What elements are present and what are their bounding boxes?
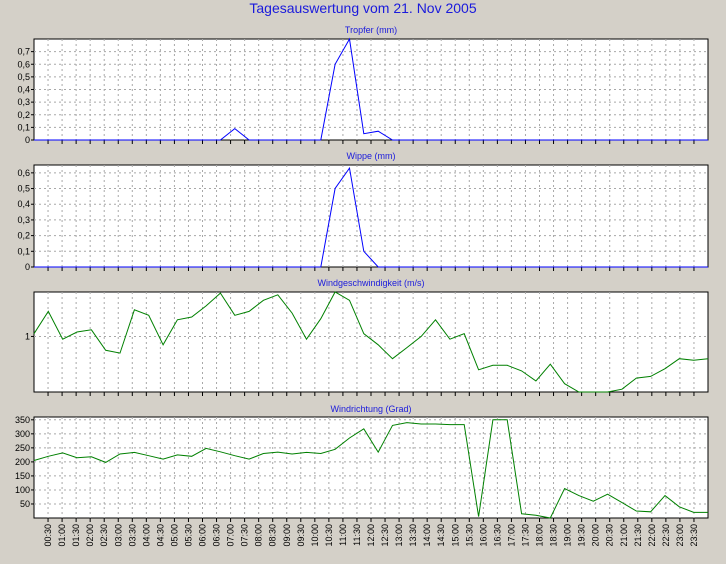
x-tick-label: 15:00 [450,524,460,547]
x-tick-label: 02:30 [99,524,109,547]
x-tick-label: 21:00 [619,524,629,547]
panel-title: Wippe (mm) [347,151,396,161]
x-tick-label: 14:30 [436,524,446,547]
y-tick-label: 50 [20,499,30,509]
y-tick-label: 0,1 [17,122,30,132]
x-tick-label: 23:00 [675,524,685,547]
y-tick-label: 0,2 [17,110,30,120]
x-tick-label: 22:30 [661,524,671,547]
x-tick-label: 07:00 [226,524,236,547]
y-tick-label: 0,4 [17,199,30,209]
y-tick-label: 0,3 [17,97,30,107]
x-tick-label: 16:30 [492,524,502,547]
x-tick-label: 12:00 [366,524,376,547]
y-tick-label: 0,3 [17,215,30,225]
panel-title: Tropfer (mm) [345,25,397,35]
x-tick-label: 11:30 [352,524,362,546]
x-tick-label: 03:00 [113,524,123,547]
x-tick-label: 06:30 [212,524,222,547]
x-tick-label: 05:30 [183,524,193,547]
y-tick-label: 0,5 [17,184,30,194]
y-tick-label: 0,6 [17,168,30,178]
x-tick-label: 23:30 [689,524,699,547]
x-tick-label: 22:00 [647,524,657,547]
y-tick-label: 0,1 [17,246,30,256]
x-tick-label: 19:00 [563,524,573,547]
y-tick-label: 250 [15,443,30,453]
y-tick-label: 0 [25,135,30,145]
panel-title: Windrichtung (Grad) [330,404,411,414]
x-tick-label: 08:30 [268,524,278,547]
x-tick-label: 07:30 [240,524,250,547]
x-tick-label: 17:30 [520,524,530,547]
x-tick-label: 08:00 [254,524,264,547]
y-tick-label: 0,7 [17,47,30,57]
y-tick-label: 0 [25,262,30,272]
y-tick-label: 0,4 [17,85,30,95]
x-tick-label: 09:00 [282,524,292,547]
y-tick-label: 0,2 [17,231,30,241]
x-tick-label: 20:00 [591,524,601,547]
x-tick-label: 10:30 [324,524,334,547]
x-tick-label: 20:30 [605,524,615,547]
panel-title: Windgeschwindigkeit (m/s) [317,278,424,288]
x-tick-label: 12:30 [380,524,390,547]
y-tick-label: 150 [15,471,30,481]
x-tick-label: 00:30 [43,524,53,547]
x-tick-label: 11:00 [338,524,348,546]
series-line [34,166,708,268]
x-tick-label: 03:30 [127,524,137,547]
x-tick-label: 05:00 [169,524,179,547]
page-title: Tagesauswertung vom 21. Nov 2005 [249,0,477,16]
series-line [34,37,708,141]
series-line [33,291,709,393]
x-tick-label: 17:00 [506,524,516,547]
y-tick-label: 1 [25,331,30,341]
x-tick-label: 06:00 [198,524,208,547]
x-tick-label: 18:00 [535,524,545,547]
y-tick-label: 350 [15,415,30,425]
x-tick-label: 18:30 [549,524,559,547]
x-tick-label: 13:00 [394,524,404,547]
y-tick-label: 0,5 [17,72,30,82]
series-line [33,419,708,519]
x-tick-label: 01:30 [71,524,81,547]
y-tick-label: 300 [15,429,30,439]
x-tick-label: 16:00 [478,524,488,547]
x-tick-label: 02:00 [85,524,95,547]
x-tick-label: 04:00 [141,524,151,547]
x-tick-label: 14:00 [422,524,432,547]
x-tick-label: 09:30 [296,524,306,547]
x-tick-label: 21:30 [633,524,643,547]
y-tick-label: 200 [15,457,30,467]
x-tick-label: 01:00 [57,524,67,547]
x-tick-label: 19:30 [577,524,587,547]
x-tick-label: 04:30 [155,524,165,547]
x-tick-label: 13:30 [408,524,418,547]
x-tick-label: 10:00 [310,524,320,547]
y-tick-label: 0,6 [17,59,30,69]
y-tick-label: 100 [15,485,30,495]
x-tick-label: 15:30 [464,524,474,547]
